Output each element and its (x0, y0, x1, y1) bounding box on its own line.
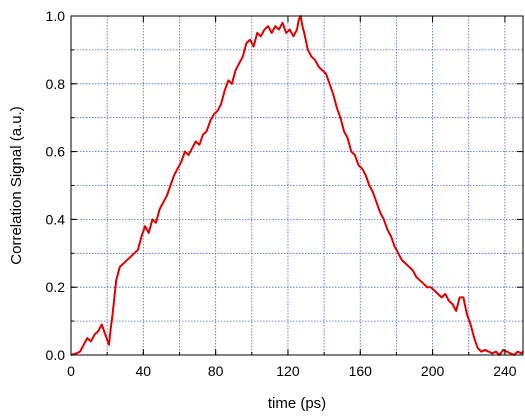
series-line-0 (70, 15, 524, 356)
x-tick-label: 200 (421, 363, 445, 379)
y-tick-label: 0.4 (46, 211, 66, 227)
y-tick-label: 1.0 (46, 8, 66, 24)
x-tick-label: 120 (276, 363, 300, 379)
x-tick-label: 160 (349, 363, 373, 379)
tick-labels: 0 40 80 120 160 200 240 0.0 0.2 0.4 0.6 0.8 1.0 (46, 8, 517, 379)
x-tick-label: 240 (493, 363, 517, 379)
y-tick-label: 0.8 (46, 76, 66, 92)
series-layer (70, 15, 524, 356)
ticks (70, 15, 523, 356)
grid (71, 16, 523, 355)
x-tick-label: 80 (208, 363, 224, 379)
y-tick-label: 0.6 (46, 144, 66, 160)
x-tick-label: 0 (67, 363, 75, 379)
x-axis-title: time (ps) (268, 395, 326, 412)
y-tick-label: 0.2 (46, 279, 66, 295)
y-tick-label: 0.0 (46, 347, 66, 363)
y-axis-title: Correlation Signal (a.u.) (8, 106, 25, 264)
x-tick-label: 40 (136, 363, 152, 379)
